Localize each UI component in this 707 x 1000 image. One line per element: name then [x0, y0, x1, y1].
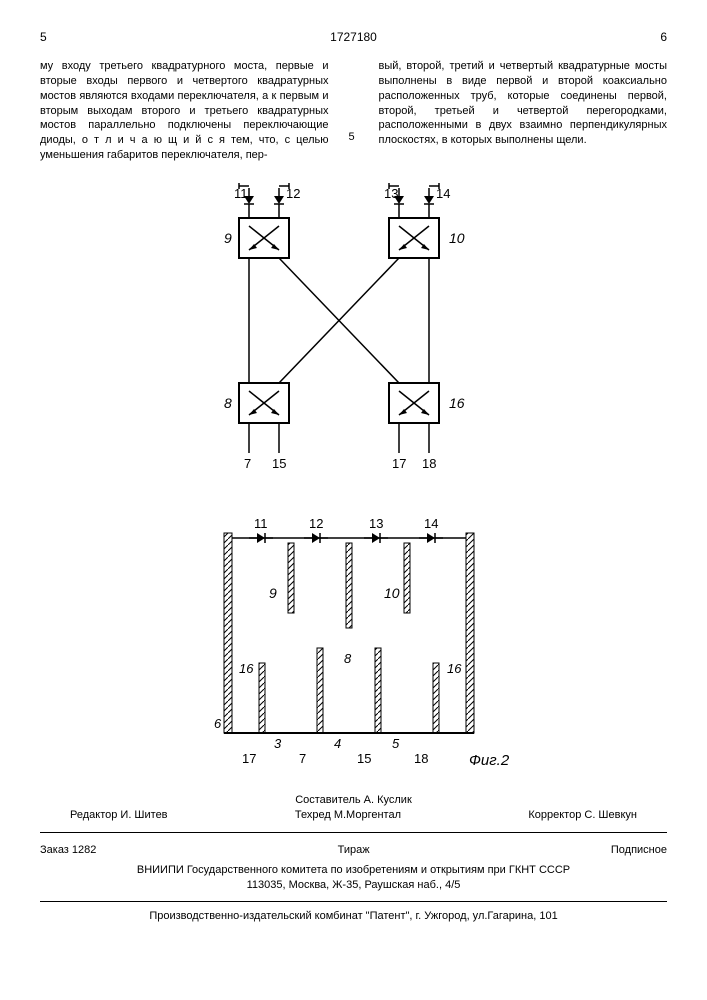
techred: Техред М.Моргентал: [295, 808, 401, 823]
org2: 113035, Москва, Ж-35, Раушская наб., 4/5: [40, 878, 667, 893]
text-columns: му входу третьего квадратурного моста, п…: [40, 59, 667, 163]
label-9: 9: [224, 230, 232, 246]
f2-4: 4: [334, 736, 341, 751]
label-11: 11: [234, 186, 248, 201]
tirazh: Тираж: [338, 844, 370, 856]
f2-6: 6: [214, 716, 222, 731]
f2-13: 13: [369, 516, 383, 531]
fig2-label: Фиг.2: [469, 752, 510, 769]
label-14: 14: [436, 186, 450, 201]
right-column: вый, второй, третий и четвертый квадрату…: [379, 59, 668, 163]
margin-num: 5: [349, 131, 359, 163]
label-7: 7: [244, 456, 251, 471]
f2-14: 14: [424, 516, 438, 531]
podpis: Подписное: [611, 844, 667, 856]
label-16: 16: [449, 395, 465, 411]
f2-7: 7: [299, 751, 306, 766]
order-num: Заказ 1282: [40, 844, 96, 856]
f2-5: 5: [392, 736, 400, 751]
printer-line: Производственно-издательский комбинат "П…: [40, 910, 667, 922]
page-header: 5 1727180 6: [40, 30, 667, 44]
label-8: 8: [224, 395, 232, 411]
f2-17: 17: [242, 751, 256, 766]
f2-18: 18: [414, 751, 428, 766]
f2-12: 12: [309, 516, 323, 531]
f2-16b: 16: [447, 661, 462, 676]
compiler: Составитель А. Куслик: [40, 793, 667, 808]
label-12: 12: [286, 186, 300, 201]
order-row: Заказ 1282 Тираж Подписное: [40, 841, 667, 859]
label-17: 17: [392, 456, 406, 471]
f2-11: 11: [254, 516, 268, 531]
org1: ВНИИПИ Государственного комитета по изоб…: [40, 863, 667, 878]
f2-3: 3: [274, 736, 282, 751]
label-13: 13: [384, 186, 398, 201]
figure-1: 11 12 13 14 9 10: [174, 183, 534, 483]
doc-number: 1727180: [330, 30, 377, 44]
f2-9: 9: [269, 585, 277, 601]
f2-8: 8: [344, 651, 352, 666]
label-15: 15: [272, 456, 286, 471]
credits-block: Составитель А. Куслик Редактор И. Шитев …: [40, 793, 667, 824]
figures-block: 11 12 13 14 9 10: [40, 183, 667, 773]
f2-10: 10: [384, 585, 400, 601]
patent-page: 5 1727180 6 му входу третьего квадратурн…: [0, 0, 707, 952]
divider-1: [40, 832, 667, 833]
left-page-num: 5: [40, 30, 47, 44]
left-column: му входу третьего квадратурного моста, п…: [40, 59, 329, 163]
label-10: 10: [449, 230, 465, 246]
label-18: 18: [422, 456, 436, 471]
org-block: ВНИИПИ Государственного комитета по изоб…: [40, 863, 667, 894]
editor: Редактор И. Шитев: [70, 808, 168, 823]
figure-2: 11 12 13 14 9 10 16 8 16 6 3: [174, 503, 534, 773]
right-page-num: 6: [660, 30, 667, 44]
f2-16a: 16: [239, 661, 254, 676]
divider-2: [40, 901, 667, 902]
f2-15: 15: [357, 751, 371, 766]
corrector: Корректор С. Шевкун: [528, 808, 637, 823]
